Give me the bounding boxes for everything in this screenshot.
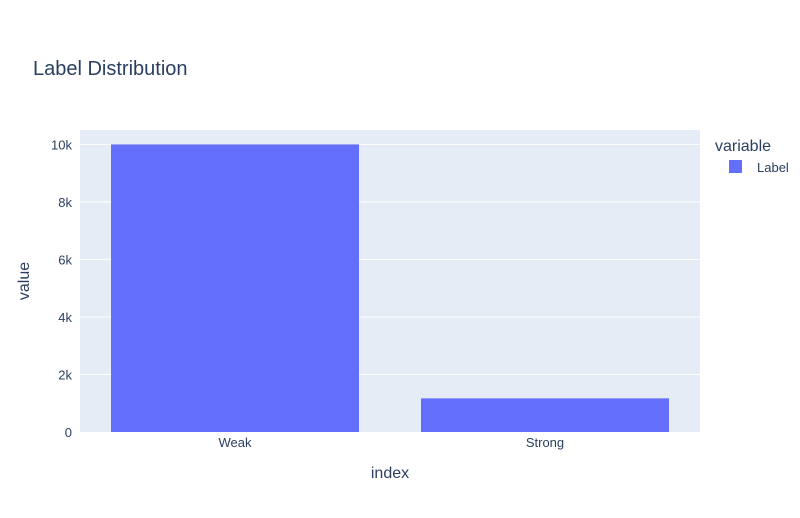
legend-title: variable — [715, 138, 771, 155]
y-tick-label: 0 — [65, 425, 72, 440]
x-tick-label: Strong — [526, 435, 564, 450]
bar-weak[interactable] — [111, 144, 359, 432]
chart-title: Label Distribution — [33, 58, 188, 80]
y-tick-label: 8k — [58, 195, 72, 210]
x-tick-label: Weak — [219, 435, 252, 450]
y-tick-labels: 0 2k 4k 6k 8k 10k — [51, 137, 72, 440]
y-tick-label: 2k — [58, 367, 72, 382]
legend-item-label: Label — [757, 160, 789, 175]
y-tick-label: 10k — [51, 137, 72, 152]
bar-strong[interactable] — [421, 398, 669, 432]
x-tick-labels: Weak Strong — [219, 435, 565, 450]
x-axis-label: index — [371, 465, 409, 482]
y-tick-label: 6k — [58, 252, 72, 267]
y-axis-label: value — [16, 262, 33, 300]
y-tick-label: 4k — [58, 310, 72, 325]
bars — [111, 144, 669, 432]
legend[interactable]: variable Label — [715, 138, 789, 175]
legend-swatch — [729, 160, 742, 173]
